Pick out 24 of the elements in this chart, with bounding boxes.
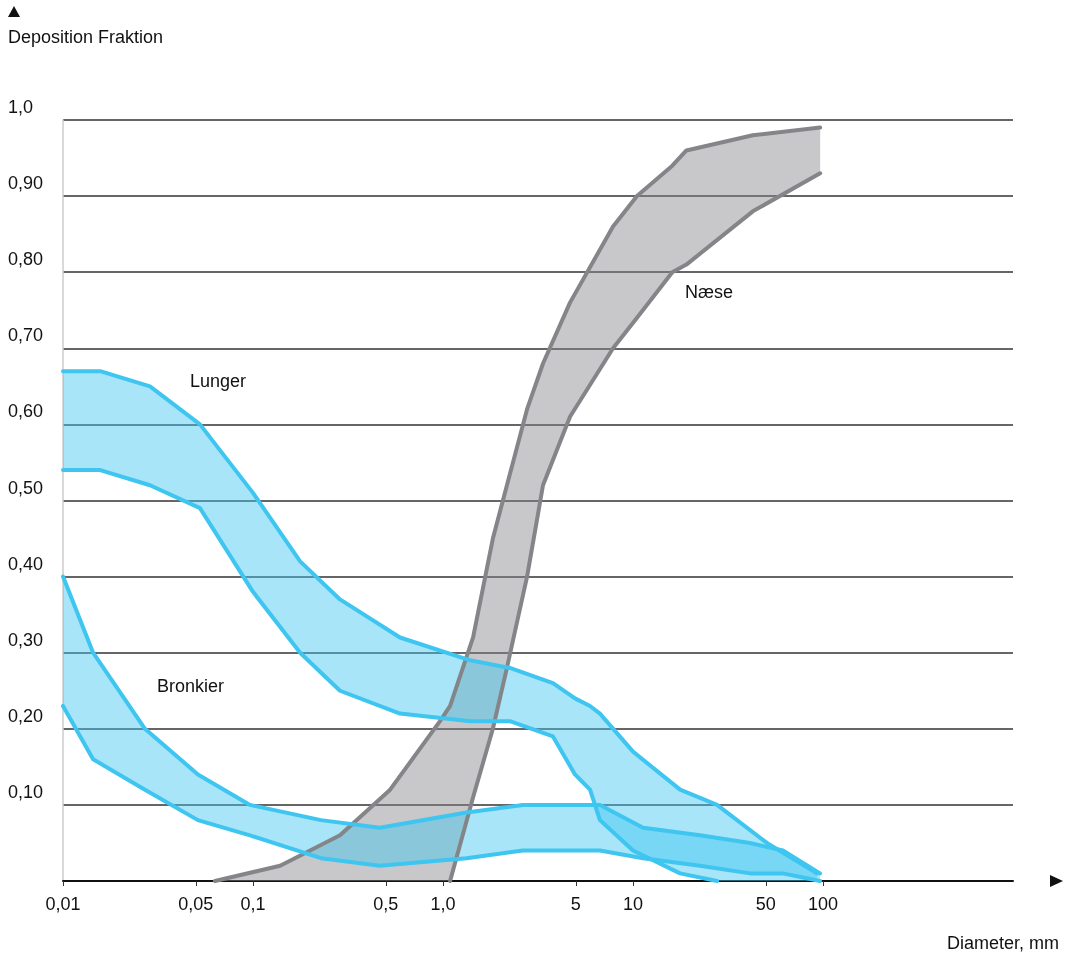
y-tick-label: 0,30 [8,629,44,650]
y-tick-label: 0,10 [8,781,44,802]
annotation: Lunger [190,371,247,391]
y-tick-label: 0,60 [8,401,44,422]
x-tick-label: 0,5 [373,894,399,914]
x-tick-label: 100 [807,894,839,914]
y-tick-label: 0,80 [8,249,44,270]
y-tick-label: 0,20 [8,705,44,726]
x-axis-title: Diameter, mm [946,933,1060,953]
annotation: Bronkier [157,676,225,696]
y-tick-label: 0,40 [8,553,44,574]
x-tick-label: 50 [755,894,776,914]
x-tick-label: 1,0 [430,894,456,914]
y-axis-title: Deposition Fraktion [8,27,164,47]
y-tick-label: 0,50 [8,477,44,498]
x-tick-label: 0,01 [45,894,81,914]
annotation: Næse [685,282,734,302]
y-tick-label: 1,0 [8,97,34,117]
y-tick-label: 0,90 [8,173,44,194]
x-tick-label: 0,05 [178,894,214,914]
x-tick-label: 10 [622,894,644,914]
y-tick-label: 0,70 [8,325,44,346]
x-tick-label: 5 [570,894,581,914]
x-tick-label: 0,1 [240,894,266,914]
